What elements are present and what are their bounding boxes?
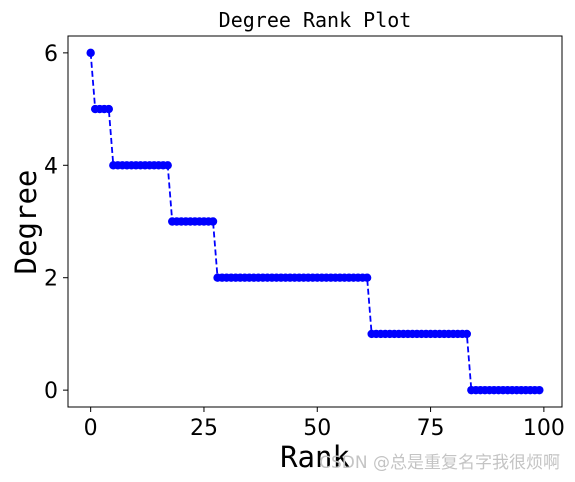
x-tick-label: 100 [523, 416, 565, 441]
x-axis-label: Rank [280, 440, 350, 474]
data-point [462, 329, 472, 339]
x-tick-label: 75 [417, 416, 445, 441]
x-tick-label: 0 [84, 416, 98, 441]
chart-title: Degree Rank Plot [219, 8, 412, 32]
y-axis-label: Degree [9, 170, 43, 275]
y-tick-label: 2 [44, 267, 58, 292]
data-point [163, 161, 172, 170]
data-point [208, 217, 218, 226]
x-tick-label: 50 [303, 416, 331, 441]
axes: 0 25 50 75 100 0 2 4 6 [44, 35, 565, 441]
data-point [362, 273, 372, 282]
y-tick-label: 4 [44, 154, 58, 179]
watermark-text: CSDN @总是重复名字我很烦啊 [319, 453, 560, 473]
data-point [104, 104, 113, 114]
series-line [89, 52, 540, 392]
data-point [86, 48, 95, 58]
axes-frame [67, 35, 563, 408]
y-tick-label: 6 [44, 42, 58, 67]
plot-area [86, 48, 544, 395]
data-point [535, 385, 544, 395]
y-tick-label: 0 [44, 379, 58, 404]
x-tick-label: 25 [190, 416, 218, 441]
